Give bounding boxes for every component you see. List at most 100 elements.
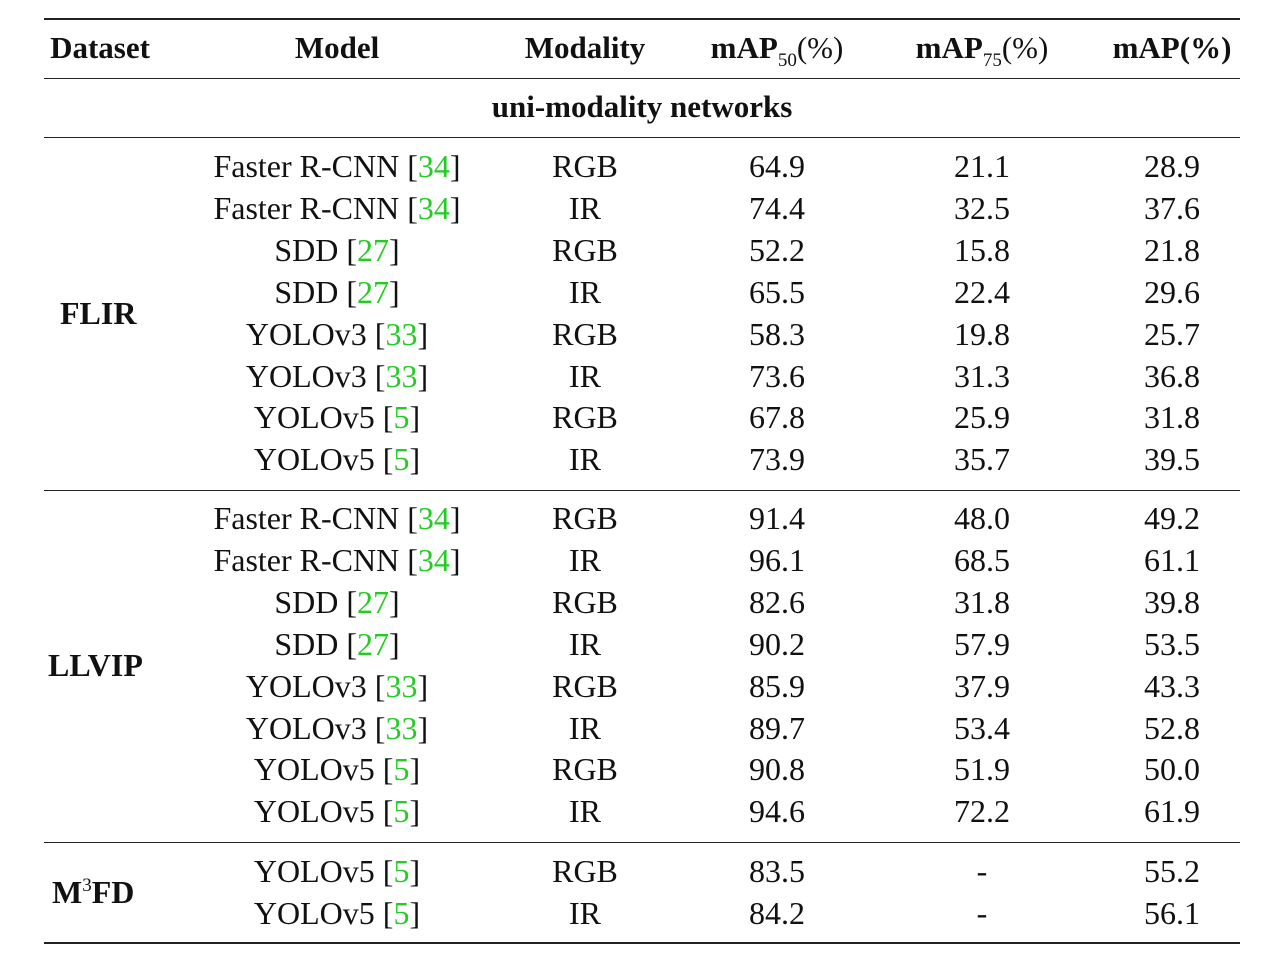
model-name: YOLOv5 <box>253 853 375 889</box>
citation-link[interactable]: 33 <box>385 710 418 746</box>
map75-cell: 22.4 <box>954 274 1010 310</box>
map75-cell: 37.9 <box>954 668 1010 704</box>
modality-cell: RGB <box>552 148 618 184</box>
map75-cell: 72.2 <box>954 793 1010 829</box>
group-rule-llvip <box>44 842 1240 843</box>
map50-cell: 90.2 <box>749 626 805 662</box>
citation-link[interactable]: 34 <box>417 542 450 578</box>
map50-cell: 73.6 <box>749 358 805 394</box>
map50-cell: 85.9 <box>749 668 805 704</box>
map75-cell: 19.8 <box>954 316 1010 352</box>
citation-link[interactable]: 27 <box>357 584 390 620</box>
model-name: YOLOv5 <box>253 751 375 787</box>
header-map75: mAP75(%) <box>915 30 1049 71</box>
modality-cell: IR <box>569 793 601 829</box>
map50-cell: 74.4 <box>749 190 805 226</box>
citation-link[interactable]: 34 <box>417 148 450 184</box>
map-cell: 36.8 <box>1144 358 1200 394</box>
model-name: Faster R-CNN <box>213 190 400 226</box>
bottom-rule <box>44 942 1240 944</box>
map50-cell: 94.6 <box>749 793 805 829</box>
header-map: mAP(%) <box>1112 30 1232 65</box>
map50-cell: 67.8 <box>749 399 805 435</box>
model-name: Faster R-CNN <box>213 500 400 536</box>
map50-cell: 91.4 <box>749 500 805 536</box>
citation-link[interactable]: 27 <box>357 626 390 662</box>
map75-cell: 57.9 <box>954 626 1010 662</box>
modality-cell: IR <box>569 441 601 477</box>
header-dataset: Dataset <box>50 30 150 65</box>
citation-link[interactable]: 27 <box>357 274 390 310</box>
map50-cell: 89.7 <box>749 710 805 746</box>
map75-cell: 31.8 <box>954 584 1010 620</box>
model-name: YOLOv5 <box>253 895 375 931</box>
citation-link[interactable]: 34 <box>417 500 450 536</box>
citation-link[interactable]: 27 <box>357 232 390 268</box>
map-cell: 61.1 <box>1144 542 1200 578</box>
model-name: YOLOv3 <box>245 316 367 352</box>
model-name: YOLOv5 <box>253 793 375 829</box>
map-cell: 39.5 <box>1144 441 1200 477</box>
dataset-label-m3fd: M3FD <box>52 874 135 910</box>
map50-cell: 64.9 <box>749 148 805 184</box>
model-cell: YOLOv5 [5] <box>253 793 421 829</box>
model-cell: YOLOv3 [33] <box>245 316 429 352</box>
model-cell: YOLOv5 [5] <box>253 751 421 787</box>
model-name: Faster R-CNN <box>213 148 400 184</box>
model-name: SDD <box>274 626 339 662</box>
header-modality: Modality <box>524 30 646 65</box>
citation-link[interactable]: 5 <box>393 441 410 477</box>
model-cell: YOLOv3 [33] <box>245 358 429 394</box>
map75-cell: 31.3 <box>954 358 1010 394</box>
modality-cell: RGB <box>552 853 618 889</box>
modality-cell: IR <box>569 358 601 394</box>
model-cell: SDD [27] <box>274 626 400 662</box>
citation-link[interactable]: 33 <box>385 358 418 394</box>
model-cell: YOLOv3 [33] <box>245 668 429 704</box>
modality-cell: RGB <box>552 399 618 435</box>
model-name: YOLOv3 <box>245 358 367 394</box>
map-cell: 61.9 <box>1144 793 1200 829</box>
model-cell: YOLOv5 [5] <box>253 399 421 435</box>
modality-cell: RGB <box>552 232 618 268</box>
model-name: YOLOv5 <box>253 399 375 435</box>
model-cell: YOLOv3 [33] <box>245 710 429 746</box>
model-name: SDD <box>274 232 339 268</box>
map50-cell: 96.1 <box>749 542 805 578</box>
citation-link[interactable]: 34 <box>417 190 450 226</box>
model-cell: Faster R-CNN [34] <box>213 542 461 578</box>
map75-cell: 21.1 <box>954 148 1010 184</box>
map-cell: 39.8 <box>1144 584 1200 620</box>
model-name: SDD <box>274 584 339 620</box>
modality-cell: IR <box>569 895 601 931</box>
map50-cell: 52.2 <box>749 232 805 268</box>
map-cell: 25.7 <box>1144 316 1200 352</box>
citation-link[interactable]: 5 <box>393 853 410 889</box>
citation-link[interactable]: 5 <box>393 793 410 829</box>
model-name: YOLOv5 <box>253 441 375 477</box>
map-cell: 53.5 <box>1144 626 1200 662</box>
citation-link[interactable]: 5 <box>393 895 410 931</box>
modality-cell: RGB <box>552 751 618 787</box>
group-rule-flir <box>44 490 1240 491</box>
map-cell: 52.8 <box>1144 710 1200 746</box>
map75-cell: 68.5 <box>954 542 1010 578</box>
map50-cell: 82.6 <box>749 584 805 620</box>
model-cell: Faster R-CNN [34] <box>213 190 461 226</box>
citation-link[interactable]: 5 <box>393 751 410 787</box>
citation-link[interactable]: 5 <box>393 399 410 435</box>
model-cell: SDD [27] <box>274 584 400 620</box>
map50-cell: 65.5 <box>749 274 805 310</box>
map50-cell: 83.5 <box>749 853 805 889</box>
map75-cell: 53.4 <box>954 710 1010 746</box>
map50-cell: 73.9 <box>749 441 805 477</box>
modality-cell: RGB <box>552 668 618 704</box>
citation-link[interactable]: 33 <box>385 668 418 704</box>
model-cell: YOLOv5 [5] <box>253 895 421 931</box>
modality-cell: IR <box>569 710 601 746</box>
model-cell: Faster R-CNN [34] <box>213 500 461 536</box>
modality-cell: RGB <box>552 500 618 536</box>
citation-link[interactable]: 33 <box>385 316 418 352</box>
map75-cell: 48.0 <box>954 500 1010 536</box>
model-name: YOLOv3 <box>245 710 367 746</box>
